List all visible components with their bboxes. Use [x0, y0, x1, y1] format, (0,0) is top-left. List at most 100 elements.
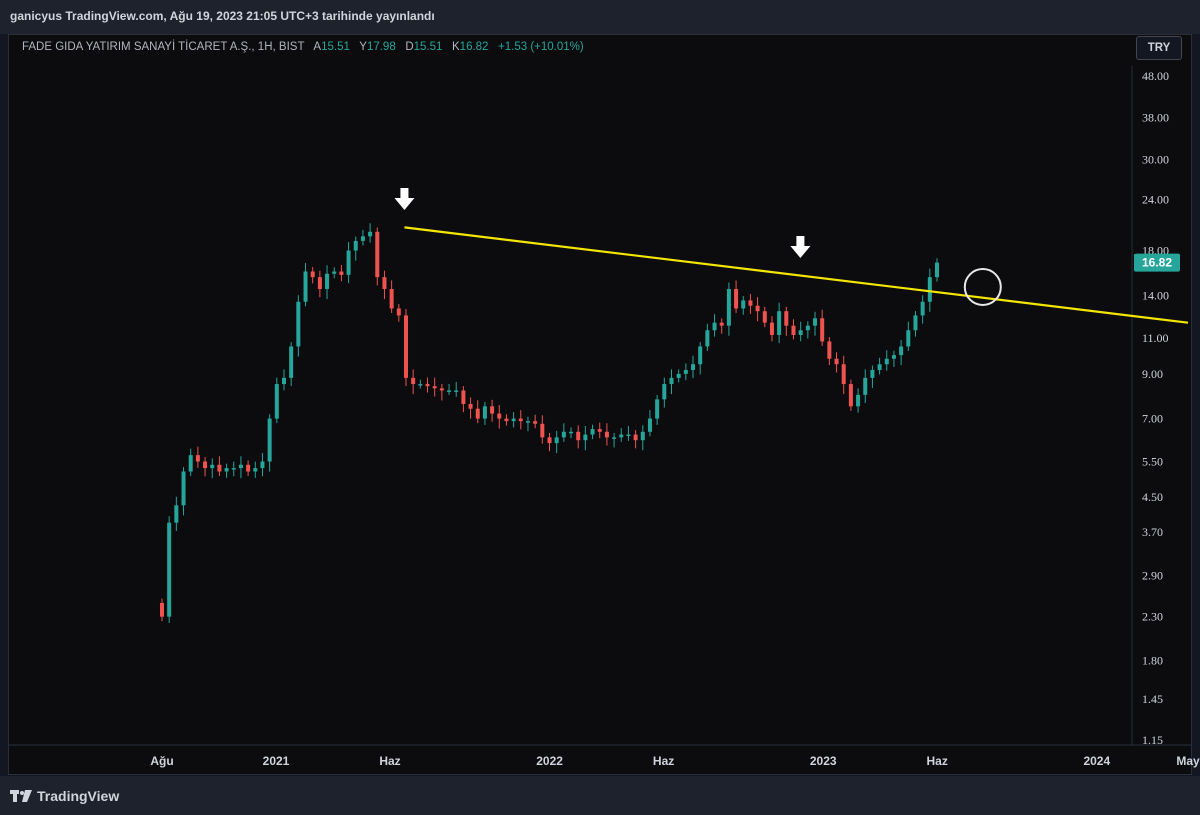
candle-body — [856, 394, 861, 407]
candle-body — [748, 300, 753, 306]
x-tick-label: Ağu — [150, 754, 173, 768]
candle-body — [174, 505, 179, 523]
candle-body — [820, 318, 825, 342]
candle-body — [253, 468, 258, 472]
candle-body — [583, 434, 588, 441]
candle-body — [906, 330, 911, 347]
published-info: ganicyus TradingView.com, Ağu 19, 2023 2… — [10, 9, 435, 23]
candle-body — [368, 231, 373, 237]
y-tick-label: 1.45 — [1142, 692, 1163, 706]
candle-body — [691, 364, 696, 370]
candle-body — [518, 418, 523, 422]
candle-body — [296, 301, 301, 347]
brand-name: TradingView — [37, 788, 120, 804]
candle-body — [339, 271, 344, 275]
candle-body — [533, 421, 538, 424]
candle-body — [454, 390, 459, 392]
candle-body — [246, 464, 251, 472]
candle-body — [203, 461, 208, 469]
candle-body — [160, 602, 164, 617]
candle-body — [332, 271, 337, 274]
candle-body — [490, 406, 495, 414]
y-tick-label: 1.80 — [1142, 653, 1163, 667]
x-tick-label: 2023 — [810, 754, 837, 768]
candle-body — [461, 390, 466, 404]
y-tick-label: 1.15 — [1142, 733, 1163, 747]
high-label: Y — [359, 41, 367, 53]
candle-body — [289, 346, 294, 378]
candle-body — [375, 231, 380, 278]
y-tick-label: 30.00 — [1142, 153, 1169, 167]
candle-body — [274, 384, 279, 419]
candle-body — [805, 325, 810, 331]
footer-bar: TradingView — [0, 776, 1200, 815]
candle-body — [260, 461, 265, 469]
candle-body — [504, 418, 509, 422]
candle-body — [813, 318, 818, 326]
candle-body — [540, 423, 545, 438]
candle-body — [662, 384, 667, 400]
symbol-legend: FADE GIDA YATIRIM SANAYİ TİCARET A.Ş., 1… — [22, 41, 584, 53]
candle-body — [597, 429, 602, 432]
candle-body — [418, 384, 423, 386]
candle-body — [669, 377, 674, 385]
candle-body — [619, 434, 624, 438]
candle-body — [224, 468, 229, 472]
candle-body — [698, 346, 703, 365]
candle-body — [576, 431, 581, 441]
currency-button[interactable]: TRY — [1136, 36, 1182, 60]
symbol-name: FADE GIDA YATIRIM SANAYİ TİCARET A.Ş., 1… — [22, 41, 305, 53]
y-tick-label: 2.30 — [1142, 610, 1163, 624]
candle-body — [920, 301, 925, 316]
candle-body — [425, 384, 430, 387]
candle-body — [590, 429, 595, 435]
x-tick-label: Haz — [927, 754, 948, 768]
candle-body — [891, 355, 896, 359]
last-price-badge — [1134, 253, 1180, 272]
candle-body — [655, 399, 660, 419]
y-tick-label: 48.00 — [1142, 69, 1169, 83]
candle-body — [497, 413, 502, 419]
y-tick-label: 7.00 — [1142, 412, 1163, 426]
candle-body — [210, 464, 215, 469]
x-tick-label: Haz — [379, 754, 400, 768]
candle-body — [676, 373, 681, 378]
candle-body — [726, 289, 731, 326]
x-tick-label: 2022 — [536, 754, 563, 768]
candle-body — [267, 418, 272, 462]
candle-body — [913, 315, 918, 331]
candle-body — [719, 322, 724, 326]
candle-body — [640, 431, 645, 441]
trendline[interactable] — [404, 226, 1189, 324]
candle-body — [439, 388, 444, 391]
candle-body — [346, 250, 351, 275]
chart-frame[interactable] — [8, 34, 1192, 775]
change-value: +1.53 (+10.01%) — [498, 41, 584, 53]
breakout-circle — [963, 268, 1002, 306]
candle-body — [569, 431, 574, 434]
candle-body — [475, 408, 480, 419]
low-label: D — [405, 41, 414, 53]
candle-body — [217, 464, 222, 472]
candle-body — [360, 236, 365, 241]
candle-body — [547, 437, 552, 444]
candle-body — [633, 434, 638, 441]
candle-body — [561, 431, 566, 438]
y-tick-label: 24.00 — [1142, 192, 1169, 206]
candle-body — [834, 358, 839, 365]
candle-body — [432, 386, 437, 389]
candle-body — [482, 406, 487, 419]
candle-body — [447, 390, 452, 392]
y-tick-label: 3.70 — [1142, 525, 1163, 539]
candle-body — [167, 522, 172, 617]
y-tick-label: 14.00 — [1142, 288, 1169, 302]
tradingview-logo[interactable]: TradingView — [10, 788, 119, 804]
candle-body — [281, 377, 286, 385]
x-tick-label: May — [1176, 754, 1200, 768]
candle-body — [741, 300, 746, 309]
candle-body — [848, 384, 853, 407]
candle-body — [784, 311, 789, 326]
low-value: 15.51 — [413, 41, 443, 53]
x-tick-label: 2021 — [263, 754, 290, 768]
